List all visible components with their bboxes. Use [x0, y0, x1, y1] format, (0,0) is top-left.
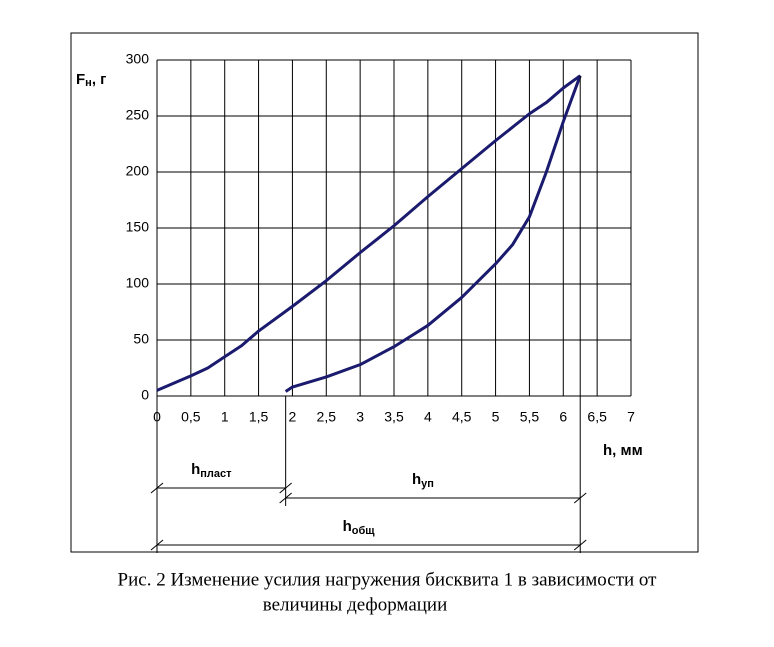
- caption-line: Рис. 2 Изменение усилия нагружения бискв…: [118, 569, 658, 590]
- dimension-label-base: h: [412, 471, 421, 488]
- dimension-label: hпласт: [191, 461, 232, 480]
- y-tick-label: 50: [133, 331, 149, 347]
- y-tick-label: 300: [126, 51, 150, 67]
- x-tick-label: 3: [356, 409, 364, 425]
- dimension-label-sub: пласт: [200, 468, 232, 480]
- dimension-label-sub: общ: [352, 525, 376, 537]
- x-tick-label: 0,5: [181, 409, 201, 425]
- x-tick-label: 3,5: [384, 409, 404, 425]
- dimension-label: hуп: [412, 471, 434, 490]
- x-tick-label: 1,5: [249, 409, 269, 425]
- caption-line: величины деформации: [263, 594, 448, 615]
- x-tick-label: 6: [559, 409, 567, 425]
- x-tick-label: 2,5: [317, 409, 337, 425]
- x-tick-label: 2: [289, 409, 297, 425]
- y-label-base: F: [76, 71, 85, 88]
- y-label-rest: , г: [92, 71, 107, 88]
- y-tick-label: 100: [126, 275, 150, 291]
- x-axis-label: h, мм: [603, 442, 643, 459]
- x-tick-label: 5: [492, 409, 500, 425]
- dimension-label: hобщ: [343, 518, 376, 537]
- data-line: [156, 74, 582, 392]
- x-tick-label: 6,5: [587, 409, 607, 425]
- x-tick-label: 1: [221, 409, 229, 425]
- dimension-label-sub: уп: [421, 478, 434, 490]
- data-line: [284, 75, 582, 393]
- y-tick-label: 0: [141, 387, 149, 403]
- y-tick-label: 200: [126, 163, 150, 179]
- y-label-sub: н: [85, 77, 92, 89]
- y-tick-label: 250: [126, 107, 150, 123]
- y-axis-label: Fн, г: [76, 71, 106, 89]
- dimension-label-base: h: [343, 518, 352, 535]
- dimension-label-base: h: [191, 461, 200, 478]
- frame: [70, 32, 699, 553]
- x-tick-label: 5,5: [520, 409, 540, 425]
- y-tick-label: 150: [126, 219, 150, 235]
- x-tick-label: 7: [627, 409, 635, 425]
- x-tick-label: 4,5: [452, 409, 472, 425]
- x-tick-label: 4: [424, 409, 432, 425]
